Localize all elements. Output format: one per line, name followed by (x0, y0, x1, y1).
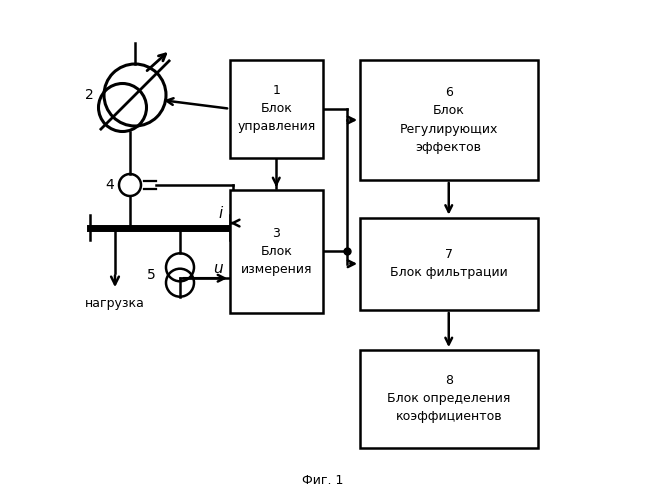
Bar (360, 218, 537, 310)
Text: u: u (213, 260, 223, 276)
Text: Фиг. 1: Фиг. 1 (302, 474, 343, 488)
Text: 4: 4 (105, 178, 114, 192)
Text: 6
Блок
Регулирующих
эффектов: 6 Блок Регулирующих эффектов (399, 86, 498, 154)
Text: i: i (218, 206, 223, 220)
Bar (230, 190, 322, 312)
Text: 8
Блок определения
коэффициентов: 8 Блок определения коэффициентов (387, 374, 510, 423)
Bar (360, 350, 537, 448)
Bar (360, 60, 537, 180)
Text: 3
Блок
измерения: 3 Блок измерения (241, 227, 312, 276)
Text: 7
Блок фильтрации: 7 Блок фильтрации (390, 248, 508, 279)
Text: 5: 5 (147, 268, 156, 282)
Text: 1
Блок
управления: 1 Блок управления (237, 84, 315, 133)
Bar (230, 60, 322, 158)
Text: 2: 2 (85, 88, 94, 102)
Text: нагрузка: нагрузка (85, 298, 145, 310)
